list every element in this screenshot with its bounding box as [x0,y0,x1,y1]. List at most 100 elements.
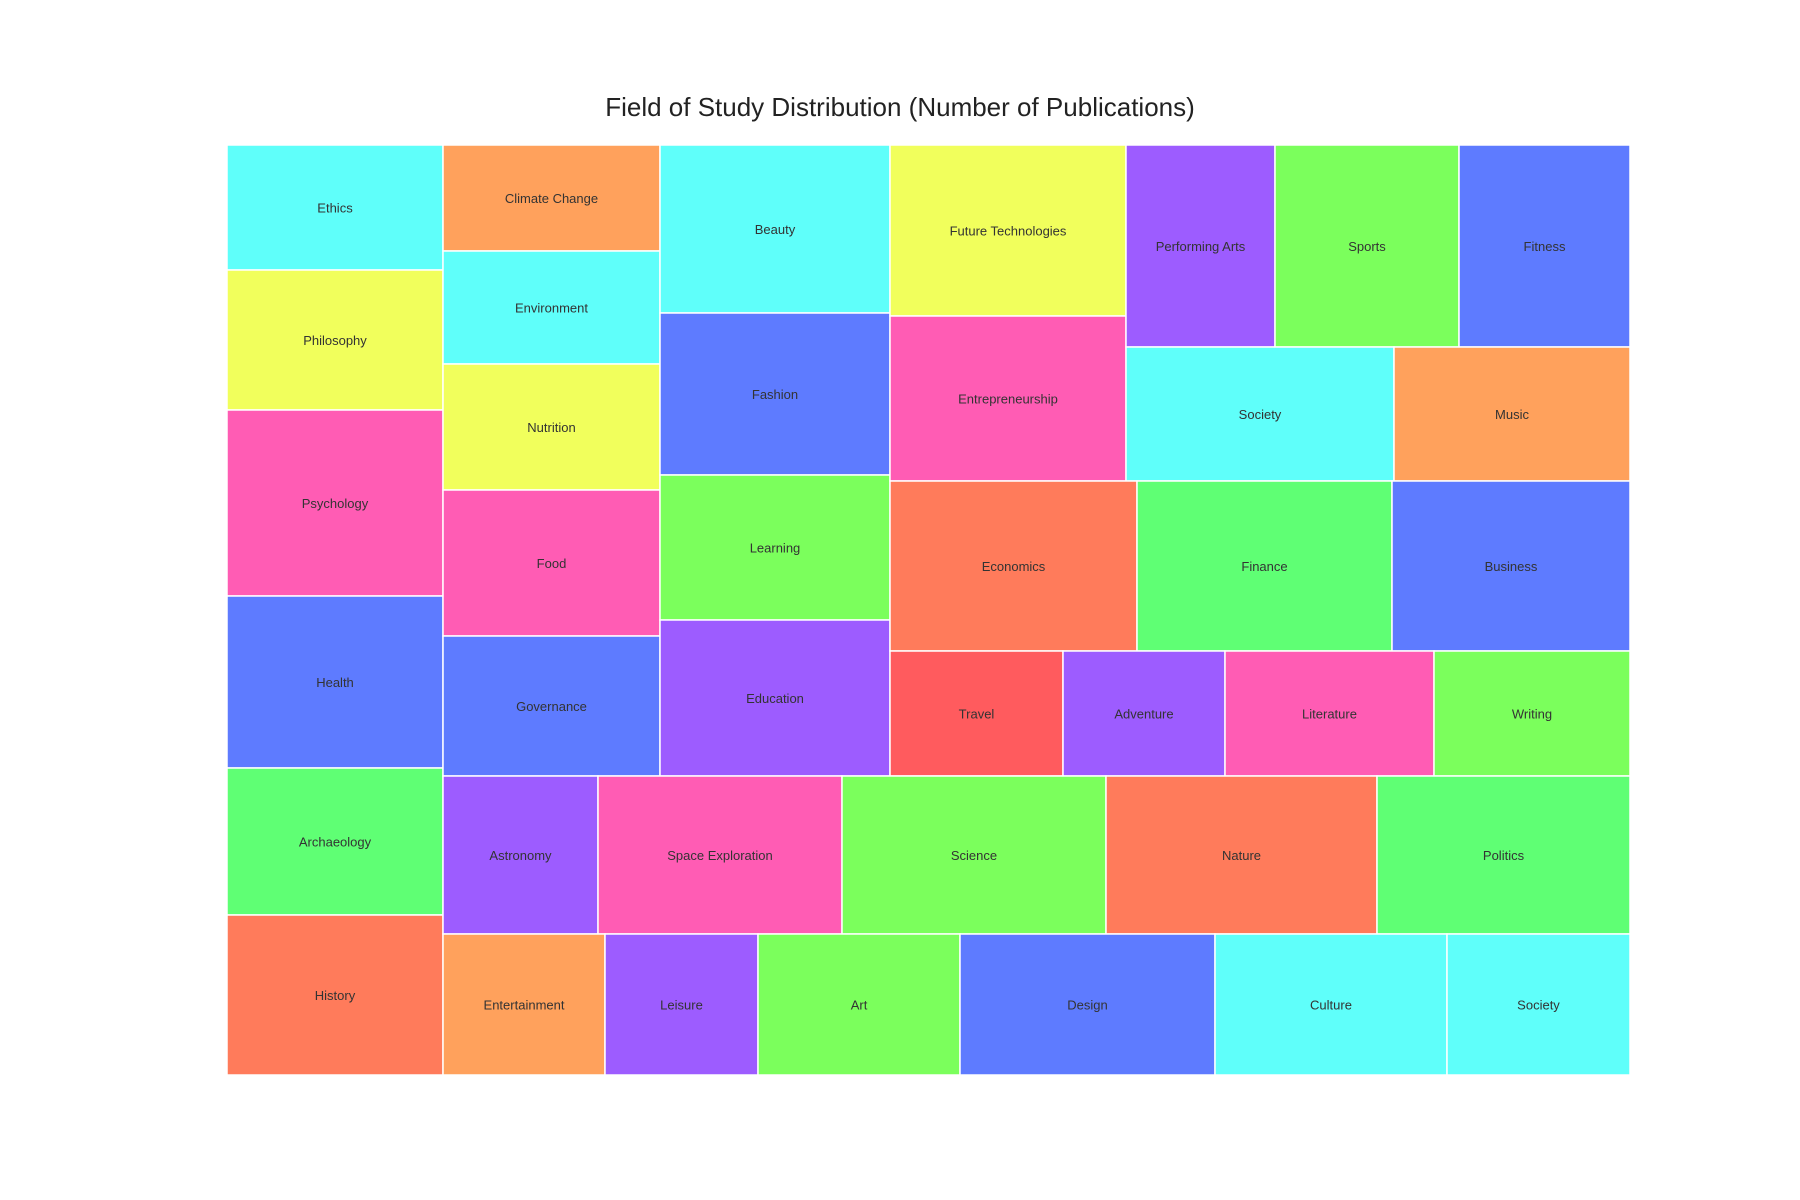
tile-entrepreneurship[interactable]: Entrepreneurship [889,315,1127,482]
tile-food[interactable]: Food [442,489,661,637]
tile-rect-beauty[interactable] [659,144,891,314]
tile-rect-philosophy[interactable] [226,269,444,411]
tile-rect-nature[interactable] [1105,775,1378,935]
tile-rect-entrepreneurship[interactable] [889,315,1127,482]
tile-label-beauty: Beauty [755,222,796,237]
tile-rect-fitness[interactable] [1458,144,1631,348]
tile-rect-travel[interactable] [889,650,1064,777]
tile-science[interactable]: Science [841,775,1107,935]
tile-music[interactable]: Music [1393,346,1631,482]
tile-space-exploration[interactable]: Space Exploration [597,775,843,935]
tile-label-writing: Writing [1512,707,1552,722]
tile-fitness[interactable]: Fitness [1458,144,1631,348]
tile-philosophy[interactable]: Philosophy [226,269,444,411]
tile-art[interactable]: Art [757,933,961,1076]
tile-label-design: Design [1067,998,1107,1013]
tile-label-archaeology: Archaeology [299,835,372,850]
tile-label-astronomy: Astronomy [489,848,552,863]
tile-label-entrepreneurship: Entrepreneurship [958,392,1058,407]
tile-nature[interactable]: Nature [1105,775,1378,935]
tile-rect-art[interactable] [757,933,961,1076]
tile-rect-politics[interactable] [1376,775,1631,935]
tile-future-technologies[interactable]: Future Technologies [889,144,1127,317]
tile-label-finance: Finance [1241,559,1287,574]
tile-beauty[interactable]: Beauty [659,144,891,314]
tile-label-business: Business [1485,559,1538,574]
tile-rect-future-technologies[interactable] [889,144,1127,317]
tile-label-history: History [315,988,356,1003]
tile-rect-astronomy[interactable] [442,775,599,935]
tile-rect-learning[interactable] [659,474,891,621]
tile-rect-space-exploration[interactable] [597,775,843,935]
tile-rect-music[interactable] [1393,346,1631,482]
tile-finance[interactable]: Finance [1136,480,1393,652]
tile-environment[interactable]: Environment [442,250,661,365]
tile-label-climate-change: Climate Change [505,191,598,206]
tile-nutrition[interactable]: Nutrition [442,363,661,491]
tile-culture[interactable]: Culture [1214,933,1448,1076]
tile-label-health: Health [316,675,354,690]
tile-label-travel: Travel [959,707,995,722]
tile-rect-finance[interactable] [1136,480,1393,652]
tile-sports[interactable]: Sports [1274,144,1460,348]
chart-title: Field of Study Distribution (Number of P… [605,92,1195,122]
tile-label-psychology: Psychology [302,496,369,511]
tile-business[interactable]: Business [1391,480,1631,652]
tile-rect-culture[interactable] [1214,933,1448,1076]
tile-label-learning: Learning [750,541,801,556]
tile-fashion[interactable]: Fashion [659,312,891,476]
tile-rect-sports[interactable] [1274,144,1460,348]
tile-label-education: Education [746,691,804,706]
tile-rect-business[interactable] [1391,480,1631,652]
tile-rect-nutrition[interactable] [442,363,661,491]
tile-health[interactable]: Health [226,595,444,769]
tile-label-future-technologies: Future Technologies [950,224,1067,239]
tile-rect-food[interactable] [442,489,661,637]
tile-label-sports: Sports [1348,239,1386,254]
tile-astronomy[interactable]: Astronomy [442,775,599,935]
tile-label-leisure: Leisure [660,998,703,1013]
tile-adventure[interactable]: Adventure [1062,650,1226,777]
tile-rect-society[interactable] [1446,933,1631,1076]
tile-economics[interactable]: Economics [889,480,1138,652]
tile-rect-health[interactable] [226,595,444,769]
tile-psychology[interactable]: Psychology [226,409,444,597]
tile-rect-ethics[interactable] [226,144,444,271]
tile-rect-design[interactable] [959,933,1216,1076]
tile-leisure[interactable]: Leisure [604,933,759,1076]
tile-rect-economics[interactable] [889,480,1138,652]
tile-society[interactable]: Society [1446,933,1631,1076]
tile-history[interactable]: History [226,914,444,1076]
tile-label-fitness: Fitness [1524,239,1566,254]
tile-education[interactable]: Education [659,619,891,777]
tile-rect-writing[interactable] [1433,650,1631,777]
tile-governance[interactable]: Governance [442,635,661,777]
tile-performing-arts[interactable]: Performing Arts [1125,144,1276,348]
tile-literature[interactable]: Literature [1224,650,1435,777]
tile-rect-education[interactable] [659,619,891,777]
tile-rect-society[interactable] [1125,346,1395,482]
tile-rect-history[interactable] [226,914,444,1076]
tile-rect-environment[interactable] [442,250,661,365]
tile-society[interactable]: Society [1125,346,1395,482]
tile-label-literature: Literature [1302,707,1357,722]
tile-learning[interactable]: Learning [659,474,891,621]
tile-rect-fashion[interactable] [659,312,891,476]
tile-politics[interactable]: Politics [1376,775,1631,935]
tile-archaeology[interactable]: Archaeology [226,767,444,916]
tile-climate-change[interactable]: Climate Change [442,144,661,252]
tile-rect-psychology[interactable] [226,409,444,597]
tile-label-science: Science [951,848,997,863]
tile-writing[interactable]: Writing [1433,650,1631,777]
tile-ethics[interactable]: Ethics [226,144,444,271]
tile-travel[interactable]: Travel [889,650,1064,777]
tile-rect-performing-arts[interactable] [1125,144,1276,348]
tile-label-performing-arts: Performing Arts [1156,239,1246,254]
tile-label-governance: Governance [516,699,587,714]
tile-rect-climate-change[interactable] [442,144,661,252]
tile-design[interactable]: Design [959,933,1216,1076]
tile-rect-leisure[interactable] [604,933,759,1076]
tile-rect-entertainment[interactable] [442,933,606,1076]
tile-entertainment[interactable]: Entertainment [442,933,606,1076]
